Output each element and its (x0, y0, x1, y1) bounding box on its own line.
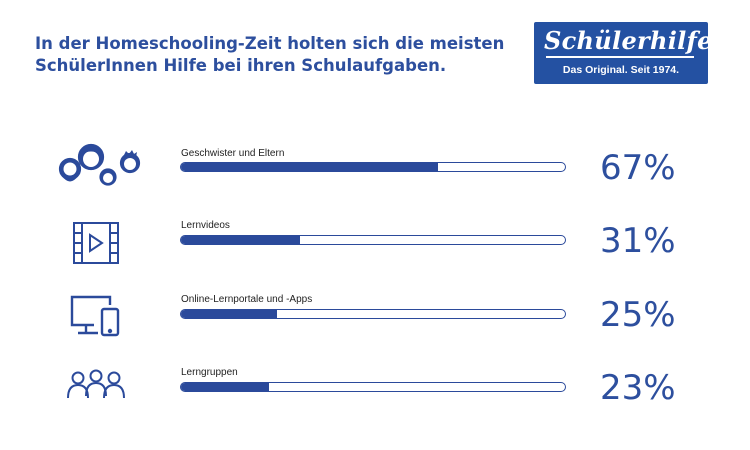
devices-icon (70, 295, 120, 337)
chart-row: Lernvideos 31% (0, 215, 750, 285)
value-label: 67% (600, 148, 676, 188)
value-label: 23% (600, 368, 676, 408)
brand-logo: Schülerhilfe! Das Original. Seit 1974. (534, 22, 724, 84)
title-line-1: In der Homeschooling-Zeit holten sich di… (35, 34, 505, 53)
value-label: 31% (600, 221, 676, 261)
chart-row: Online-Lernportale und -Apps 25% (0, 287, 750, 357)
bar-fill (181, 163, 439, 171)
logo-wordmark: Schülerhilfe! (544, 26, 724, 55)
video-icon (73, 222, 119, 264)
family-icon (58, 143, 141, 186)
bar-track (180, 235, 566, 245)
group-icon (67, 369, 125, 399)
bar-label: Lerngruppen (181, 367, 238, 378)
value-label: 25% (600, 295, 676, 335)
bar-track (180, 309, 566, 319)
bar-label: Lernvideos (181, 220, 230, 231)
logo-underline (546, 56, 694, 58)
bar-label: Online-Lernportale und -Apps (181, 294, 313, 305)
logo-tagline: Das Original. Seit 1974. (562, 64, 680, 76)
bar-track (180, 382, 566, 392)
bar-track (180, 162, 566, 172)
bar-label: Geschwister und Eltern (181, 148, 285, 159)
chart-row: Geschwister und Eltern 67% (0, 135, 750, 205)
bar-fill (181, 310, 277, 318)
bar-fill (181, 236, 301, 244)
chart-title: In der Homeschooling-Zeit holten sich di… (35, 33, 535, 77)
title-line-2: SchülerInnen Hilfe bei ihren Schulaufgab… (35, 56, 447, 75)
bar-fill (181, 383, 270, 391)
chart-row: Lerngruppen 23% (0, 362, 750, 432)
